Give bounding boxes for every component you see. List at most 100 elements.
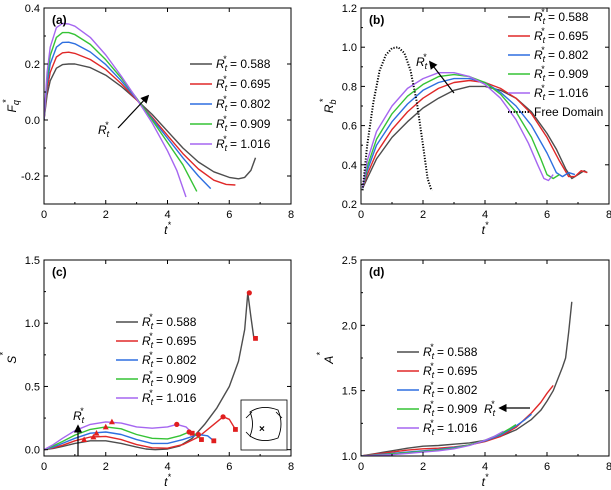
y-tick-label: 1.0 [342,42,357,54]
y-tick-label: 2.5 [342,255,357,267]
y-axis-label: Fq* [1,99,21,112]
annotation-arrow [428,60,455,94]
data-marker-8 [174,421,180,427]
series-group [44,22,257,198]
x-tick-label: 8 [288,209,294,221]
legend-label: Rt* = 0.802 [142,350,197,369]
series-line-3 [361,73,560,189]
y-axis-label: Rb* [318,98,338,113]
annotation-label: Rt* [98,120,110,139]
panel-tag: (a) [52,13,67,27]
legend-label: Rt* = 0.909 [423,399,478,418]
series-line-1 [44,416,236,451]
x-tick-label: 8 [288,461,294,473]
x-tick-label: 0 [358,209,364,221]
data-marker-5 [211,438,217,444]
y-tick-label: 1.0 [25,318,40,330]
x-axis-label: t* [482,220,489,237]
y-tick-label: 0.5 [25,381,40,393]
x-tick-label: 4 [164,461,170,473]
x-tick-label: 0 [41,209,47,221]
series-line-free-domain [361,46,434,191]
y-tick-label: 0.2 [342,199,357,211]
legend-label: Rt* = 1.016 [142,388,197,407]
y-tick-label: 0.0 [25,445,40,457]
y-tick-label: 0.4 [342,160,357,172]
series-line-4 [361,430,504,456]
x-tick-label: 8 [606,461,611,473]
x-tick-label: 4 [482,461,488,473]
legend-label: Rt* = 1.016 [216,134,271,153]
legend-label: Rt* = 0.588 [423,342,478,361]
x-tick-label: 4 [164,209,170,221]
data-marker-3 [233,427,238,432]
data-marker-1 [253,336,258,341]
annotation-label: Rt* [416,52,428,71]
y-tick-label: 2.0 [342,320,357,332]
series-line-4 [44,22,187,198]
legend-label: Rt* = 0.909 [534,64,589,83]
x-tick-label: 2 [420,209,426,221]
x-tick-label: 0 [41,461,47,473]
legend-label: Rt* = 0.802 [216,94,271,113]
svg-text:×: × [259,424,265,435]
y-tick-label: 0.6 [342,121,357,133]
legend-label: Rt* = 1.016 [534,83,589,102]
data-marker-7 [199,437,204,442]
series-group [361,46,588,191]
x-tick-label: 4 [482,209,488,221]
x-tick-label: 6 [226,209,232,221]
y-tick-label: -0.2 [21,171,40,183]
annotation-label: Rt* [484,399,496,418]
legend-label: Rt* = 0.695 [423,361,478,380]
y-tick-label: 1.2 [342,3,357,15]
x-tick-label: 8 [606,209,611,221]
series-line-1 [44,51,236,186]
x-tick-label: 0 [358,461,364,473]
axes-frame [360,259,610,457]
series-line-4 [361,72,554,189]
series-line-0 [361,301,573,456]
legend-label: Rt* = 0.588 [216,54,271,73]
marker-group [81,290,258,444]
panel-b: 0 2 4 6 8 0.2 0.4 0.6 0.8 1.0 1.2 (b) t* Rb* Rt* = 0.5… [318,3,611,237]
series-line-0 [44,292,255,451]
y-tick-label: 1.5 [25,255,40,267]
panel-tag: (b) [369,13,384,27]
y-tick-label: 0.0 [25,115,40,127]
y-tick-label: 0.2 [25,59,40,71]
data-marker-4 [195,431,201,438]
legend-label: Rt* = 0.588 [534,7,589,26]
x-tick-label: 2 [103,209,109,221]
y-axis-label: A* [315,352,336,365]
x-tick-label: 6 [544,461,550,473]
data-marker-0 [246,290,252,296]
x-axis-label: t* [164,472,171,489]
data-marker-11 [90,433,97,440]
y-tick-label: 1.5 [342,386,357,398]
data-marker-12 [93,430,100,436]
annotation-arrow [117,94,150,129]
panel-tag: (c) [52,265,67,279]
x-tick-label: 2 [103,461,109,473]
series-group [361,301,573,456]
series-line-2 [44,41,212,190]
panel-a: 0 2 4 6 8-0.20.00.20.4(a)t*Fq*Rt* = 0.588Rt*… [1,3,294,237]
y-tick-label: 0.8 [342,81,357,93]
y-tick-label: 0.4 [25,3,40,15]
legend-label: Rt* = 1.016 [423,418,478,437]
data-marker-10 [81,436,88,442]
legend-label: Rt* = 0.588 [142,312,197,331]
legend-label: Rt* = 0.695 [142,331,197,350]
legend-label: Rt* = 0.909 [216,114,271,133]
y-tick-label: 1.0 [342,451,357,463]
legend-label: Rt* = 0.802 [423,380,478,399]
legend-label-free-domain: Free Domain [534,105,603,119]
